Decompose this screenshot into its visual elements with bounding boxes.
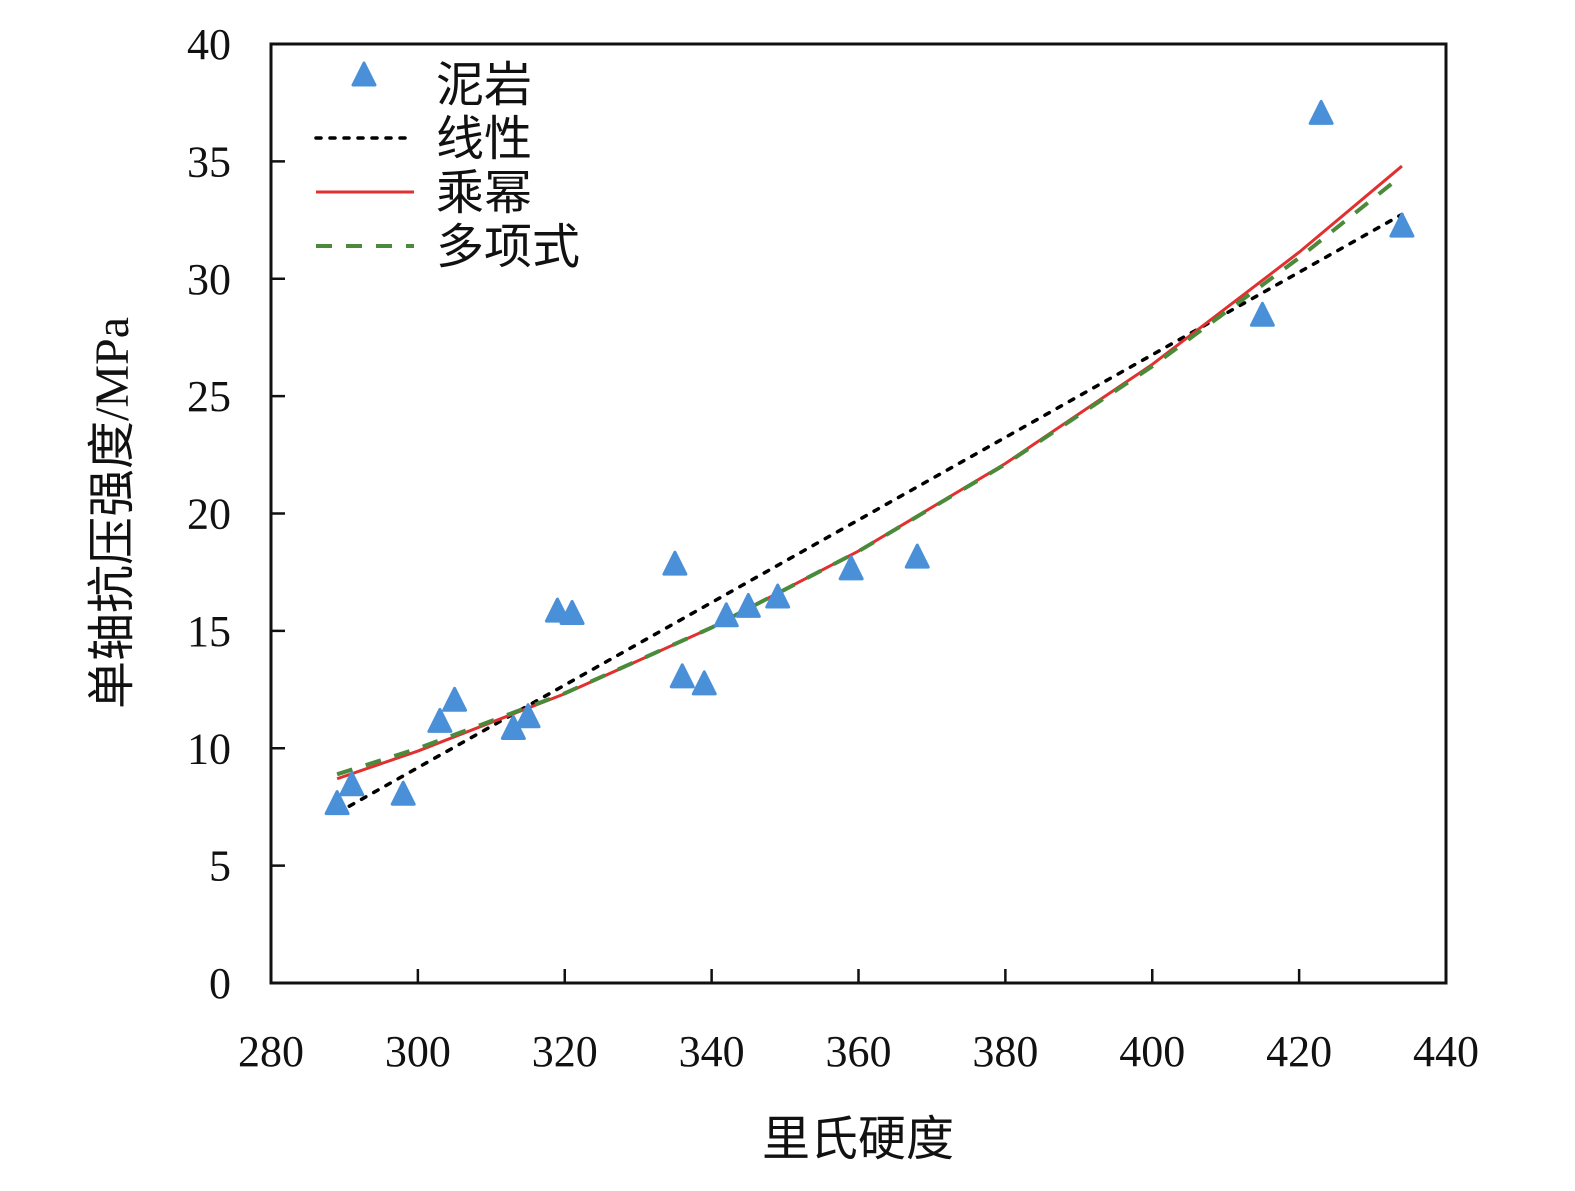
legend-label: 多项式 <box>436 221 580 274</box>
data-point <box>390 780 416 806</box>
data-point <box>515 703 541 729</box>
data-point <box>838 555 864 581</box>
data-point <box>544 597 570 623</box>
data-point <box>339 771 365 797</box>
x-axis: 280 300 320 340 360 380 400 420 440 <box>238 969 1479 1076</box>
y-tick-label: 30 <box>187 255 231 304</box>
y-tick-label: 25 <box>187 372 231 421</box>
data-point <box>427 707 453 733</box>
data-point <box>669 663 695 689</box>
legend-label: 泥岩 <box>436 59 532 112</box>
data-point <box>713 602 739 628</box>
data-point <box>662 550 688 576</box>
x-tick-label: 420 <box>1266 1027 1332 1076</box>
x-tick-label: 300 <box>385 1027 451 1076</box>
data-point <box>1389 212 1415 238</box>
data-point <box>559 599 585 625</box>
legend-label: 乘幂 <box>436 167 532 220</box>
data-point <box>1308 99 1334 125</box>
fit-lines <box>335 164 1404 815</box>
x-tick-label: 340 <box>679 1027 745 1076</box>
y-tick-label: 5 <box>209 842 231 891</box>
y-tick-label: 20 <box>187 490 231 539</box>
y-tick-label: 0 <box>209 959 231 1008</box>
data-points <box>324 99 1415 816</box>
y-tick-label: 40 <box>187 20 231 69</box>
fit-line-dotted <box>335 212 1404 815</box>
data-point <box>324 790 350 816</box>
y-tick-label: 15 <box>187 607 231 656</box>
legend-marker <box>351 61 377 87</box>
x-tick-label: 440 <box>1413 1027 1479 1076</box>
data-point <box>442 686 468 712</box>
x-tick-label: 380 <box>972 1027 1038 1076</box>
x-tick-label: 280 <box>238 1027 304 1076</box>
x-tick-label: 360 <box>826 1027 892 1076</box>
y-axis-label: 单轴抗压强度/MPa <box>86 317 139 709</box>
y-tick-label: 35 <box>187 137 231 186</box>
data-point <box>904 543 930 569</box>
data-point <box>735 592 761 618</box>
data-point <box>691 670 717 696</box>
y-axis: 0 5 10 15 20 25 30 35 40 <box>187 20 285 1008</box>
data-point <box>765 583 791 609</box>
data-point <box>1249 301 1275 327</box>
y-tick-label: 10 <box>187 724 231 773</box>
fit-line-solid <box>336 164 1403 781</box>
x-tick-label: 320 <box>532 1027 598 1076</box>
legend-label: 线性 <box>436 113 532 166</box>
x-tick-label: 400 <box>1119 1027 1185 1076</box>
x-axis-label: 里氏硬度 <box>762 1113 954 1166</box>
